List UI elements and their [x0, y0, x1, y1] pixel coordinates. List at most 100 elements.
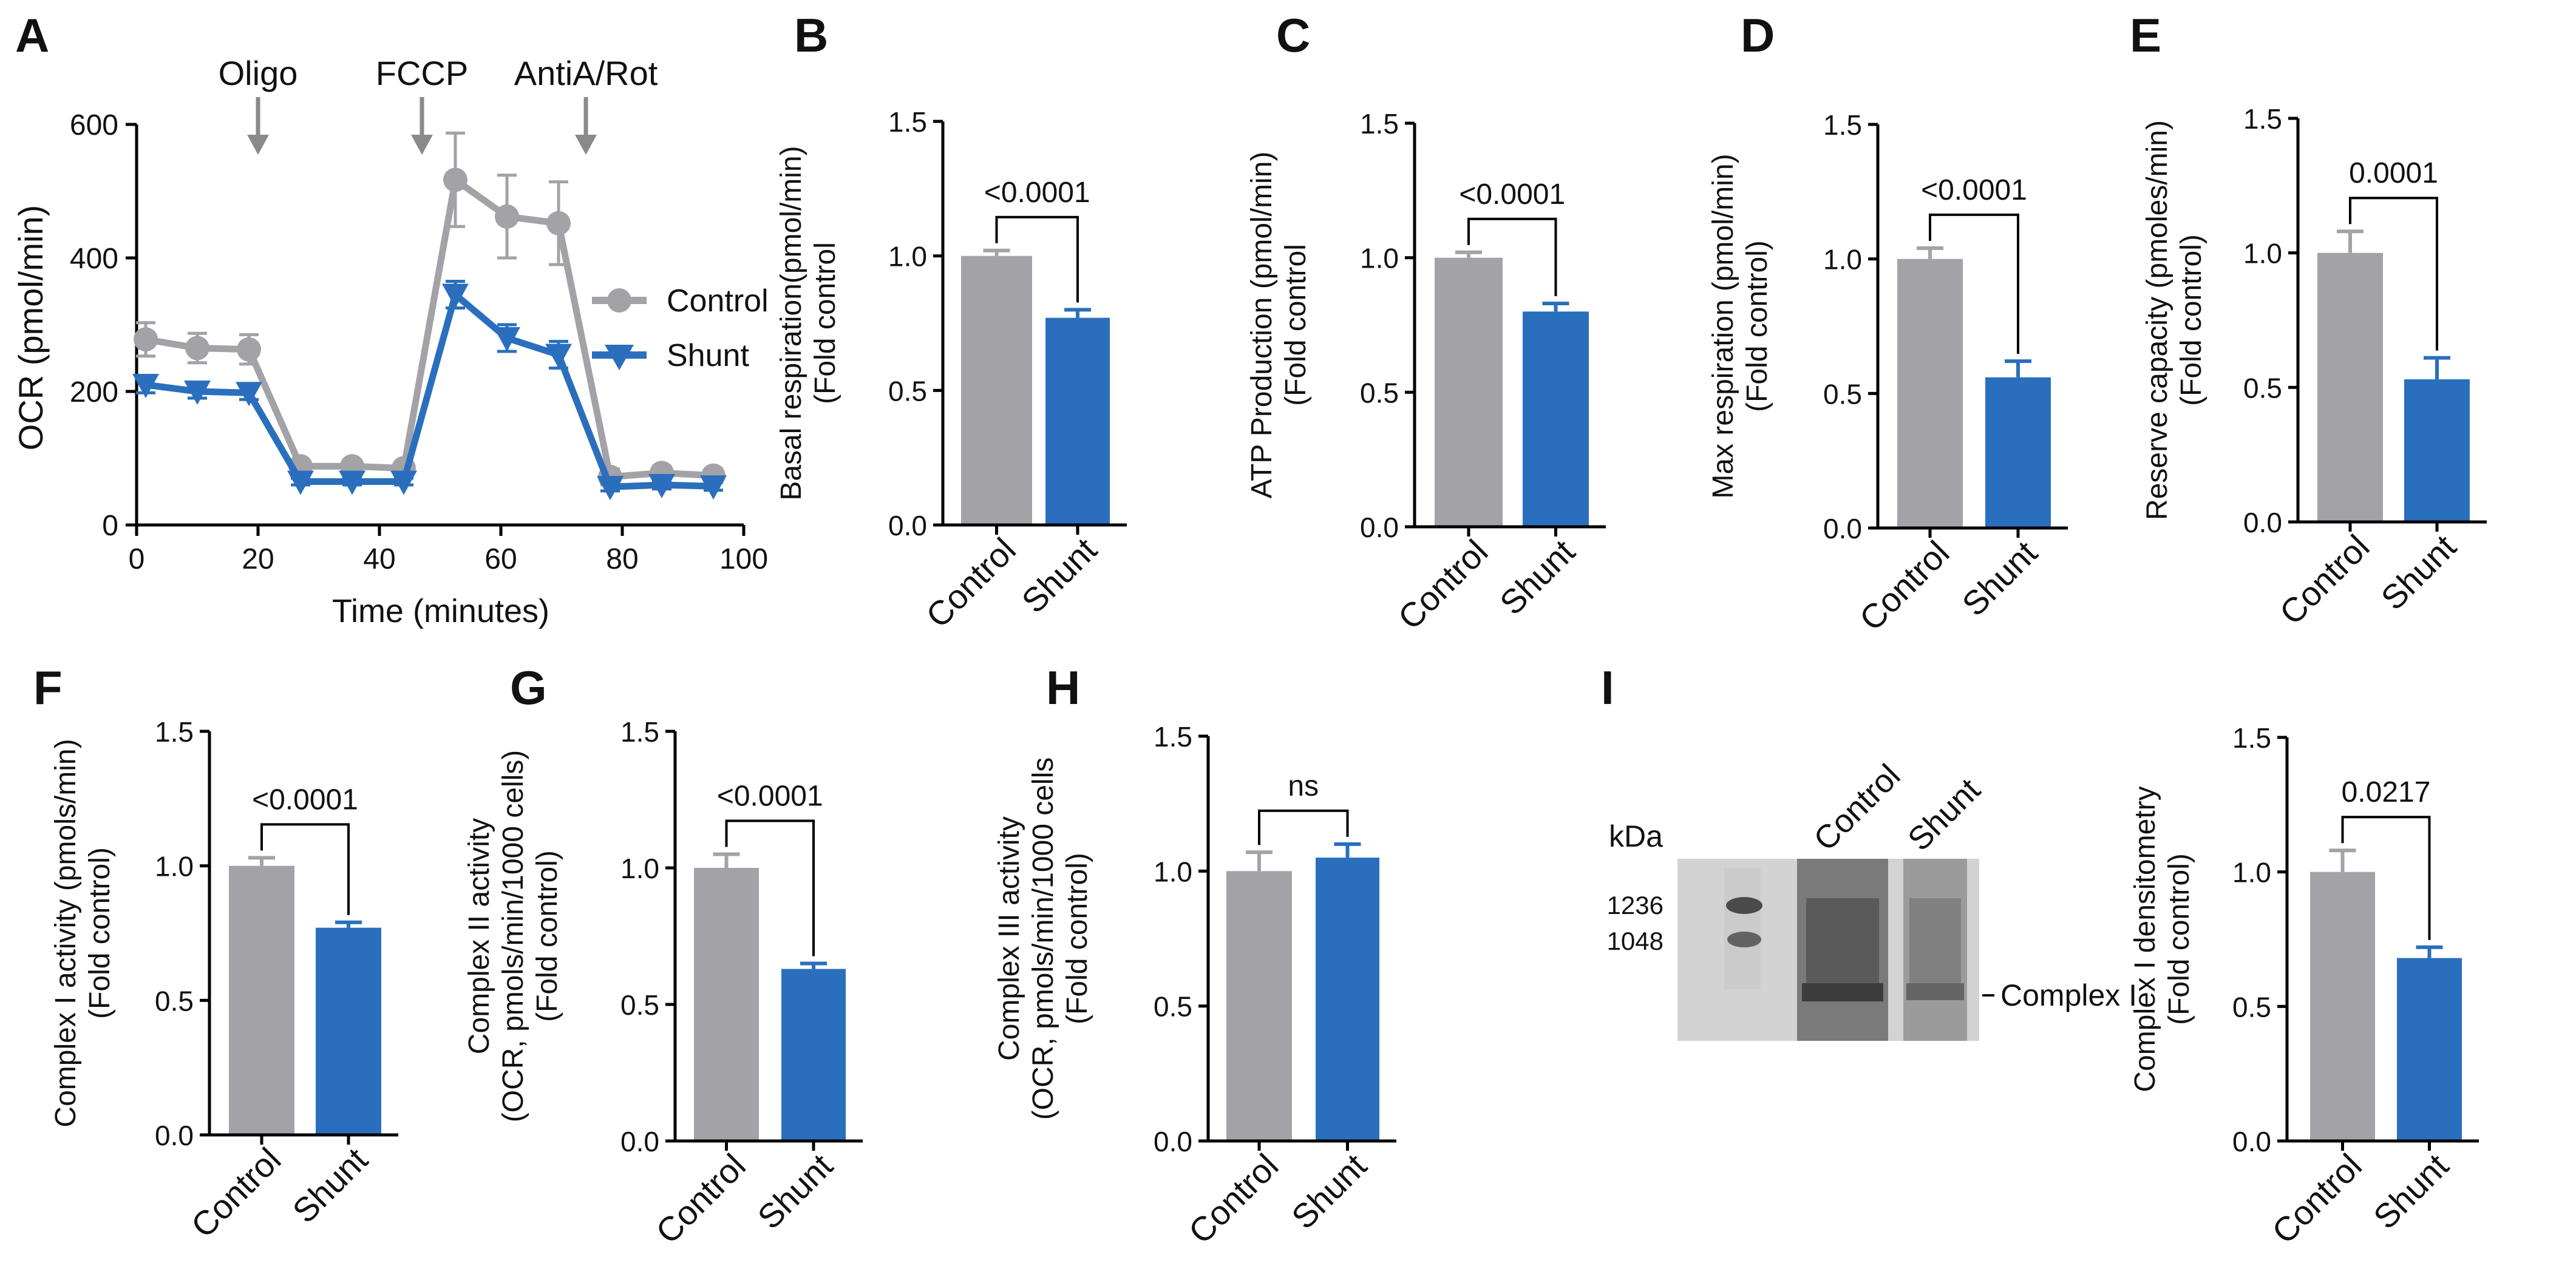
panel-g-bar-shunt — [781, 969, 846, 1141]
panel-d-y-tick-label: 0.5 — [1823, 378, 1862, 410]
panel-e-significance-bracket — [2349, 197, 2438, 351]
panel-h-bar-control — [1226, 871, 1292, 1141]
panel-f-y-tick-label: 1.0 — [155, 851, 194, 882]
panel-c-y-axis-label-line: ATP Production (pmol/min) — [1246, 152, 1278, 499]
panel-i-y-tick-label: 1.5 — [2232, 722, 2271, 754]
panel-g-significance-bracket — [725, 819, 815, 956]
panel-label-d: D — [1741, 8, 1775, 62]
panel-h-y-axis-label-line: (OCR, pmols/min/1000 cells — [1027, 757, 1059, 1120]
panel-a-x-tick-label: 80 — [606, 543, 638, 575]
panel-a-point-shunt — [648, 474, 675, 498]
gel-marker-label-1048: 1048 — [1607, 927, 1664, 955]
gel-lane-label-control: Control — [1807, 757, 1908, 858]
panel-f-y-axis-label-line: Complex I activity (pmols/min) — [50, 739, 82, 1127]
panel-label-c: C — [1276, 8, 1310, 62]
panel-g-y-tick-label: 1.5 — [620, 716, 659, 748]
panel-a-series-control — [134, 131, 726, 489]
panel-h-x-tick-label: Shunt — [1284, 1146, 1374, 1236]
panel-i-plot: Complex I densitometry (Fold control) Cont… — [2129, 722, 2479, 1251]
panel-d-y-tick-label: 1.0 — [1823, 244, 1862, 276]
panel-a-point-shunt — [494, 327, 520, 351]
panel-e-y-tick-label: 1.5 — [2243, 103, 2282, 135]
panel-c-y-tick-label: 1.0 — [1360, 243, 1399, 274]
panel-g-bar-control — [694, 868, 759, 1141]
panel-g-y-tick-label: 0.5 — [620, 989, 659, 1021]
panel-h-significance-bracket — [1258, 809, 1349, 845]
panel-e-bar-shunt — [2404, 379, 2470, 522]
panel-g-y-tick-label: 0.0 — [620, 1126, 659, 1157]
panel-i-bar-control — [2310, 872, 2375, 1141]
panel-a-point-shunt — [287, 470, 314, 495]
panel-a-x-tick-label: 0 — [129, 543, 145, 575]
panel-d-bar-chart: D Max respiration (pmol/min) (Fold contro… — [1707, 8, 2068, 638]
panel-h-y-tick-label: 1.5 — [1154, 721, 1192, 753]
panel-a-annotation-arrow-head — [575, 135, 597, 155]
panel-a-annotation-label: Oligo — [219, 54, 298, 92]
panel-b-bar-control — [961, 256, 1032, 525]
panel-a-point-control — [443, 168, 467, 192]
panel-i-y-axis-label-line: (Fold control) — [2163, 853, 2195, 1025]
panel-g-bar-chart: G Complex II activity (OCR, pmols/min/100… — [463, 661, 863, 1251]
panel-a-point-shunt — [339, 470, 365, 495]
panel-label-h: H — [1046, 661, 1080, 714]
panel-a-annotation-label: AntiA/Rot — [514, 54, 658, 92]
panel-label-b: B — [794, 8, 828, 62]
panel-c-x-tick-label: Shunt — [1492, 532, 1582, 622]
legend-shunt-marker — [605, 345, 634, 370]
panel-a-x-tick-label: 100 — [719, 543, 768, 575]
gel-marker-label-1236: 1236 — [1607, 891, 1664, 919]
panel-g-x-tick-label: Shunt — [750, 1146, 840, 1236]
panel-d-y-tick-label: 0.0 — [1823, 513, 1862, 544]
panel-label-a: A — [15, 8, 49, 62]
panel-a-point-shunt — [132, 374, 159, 398]
panel-i-y-tick-label: 1.0 — [2232, 857, 2271, 889]
panel-g-y-axis-label-line: (Fold control) — [531, 850, 563, 1022]
panel-g-x-tick-label: Control — [648, 1146, 753, 1251]
panel-f-y-tick-label: 0.5 — [155, 985, 194, 1017]
panel-a-point-control — [546, 211, 571, 235]
panel-a-x-tick-label: 60 — [484, 543, 517, 575]
panel-a-point-shunt — [700, 475, 727, 500]
panel-d-significance-label: <0.0001 — [1921, 174, 2027, 206]
panel-f-bar-chart: F Complex I activity (pmols/min) (Fold co… — [33, 661, 398, 1245]
panel-d-bar-control — [1897, 259, 1963, 528]
panel-g-significance-label: <0.0001 — [717, 780, 823, 813]
legend-control-marker — [607, 288, 631, 313]
panel-b-bar-shunt — [1045, 317, 1110, 525]
panel-i-x-tick-label: Control — [2265, 1146, 2369, 1251]
panel-c-x-tick-label: Control — [1390, 532, 1495, 637]
panel-e-plot: Reserve capacity (pmoles/min) (Fold contr… — [2141, 103, 2487, 632]
panel-a-line-chart: A OCR (pmol/min) Time (minutes) 02004006… — [12, 8, 769, 629]
panel-a-point-shunt — [442, 283, 469, 308]
panel-h-bar-shunt — [1316, 858, 1379, 1141]
gel-lane-control-smear — [1806, 898, 1879, 989]
panel-f-x-tick-label: Shunt — [285, 1140, 375, 1230]
panel-b-y-axis-label-line: Basal respiration(pmol/min) — [775, 146, 807, 500]
legend-item-control: Control — [592, 283, 769, 319]
panel-b-plot: Basal respiration(pmol/min) (Fold control… — [775, 106, 1127, 635]
panel-g-y-axis-label-line: (OCR, pmols/min/1000 cells) — [497, 750, 529, 1123]
panel-d-x-tick-label: Shunt — [1954, 533, 2044, 623]
panel-c-bar-shunt — [1523, 311, 1589, 527]
panel-e-x-tick-label: Control — [2272, 527, 2376, 632]
legend-item-shunt: Shunt — [592, 338, 749, 373]
gel-marker-band-1236 — [1726, 897, 1762, 914]
panel-i-y-tick-label: 0.0 — [2232, 1126, 2271, 1157]
gel-band-shunt-complex-i — [1906, 983, 1964, 1000]
panel-e-bar-control — [2317, 252, 2383, 522]
panel-b-y-tick-label: 1.5 — [888, 106, 927, 138]
panel-e-y-tick-label: 1.0 — [2243, 238, 2282, 269]
panel-h-y-tick-label: 0.0 — [1154, 1126, 1192, 1157]
panel-a-point-shunt — [390, 470, 417, 495]
gel-marker-lane — [1724, 868, 1761, 989]
panel-f-y-tick-label: 0.0 — [155, 1120, 194, 1151]
panel-a-legend: Control Shunt — [592, 283, 769, 373]
gel-lane-label-shunt: Shunt — [1901, 771, 1987, 858]
panel-e-y-tick-label: 0.0 — [2243, 507, 2282, 538]
panel-g-y-axis-label-line: Complex II activity — [463, 818, 495, 1054]
gel-band-label: Complex I — [2000, 978, 2137, 1012]
panel-a-x-tick-label: 40 — [363, 543, 395, 575]
panel-b-y-tick-label: 1.0 — [888, 241, 927, 273]
panel-b-y-tick-label: 0.5 — [888, 375, 927, 407]
